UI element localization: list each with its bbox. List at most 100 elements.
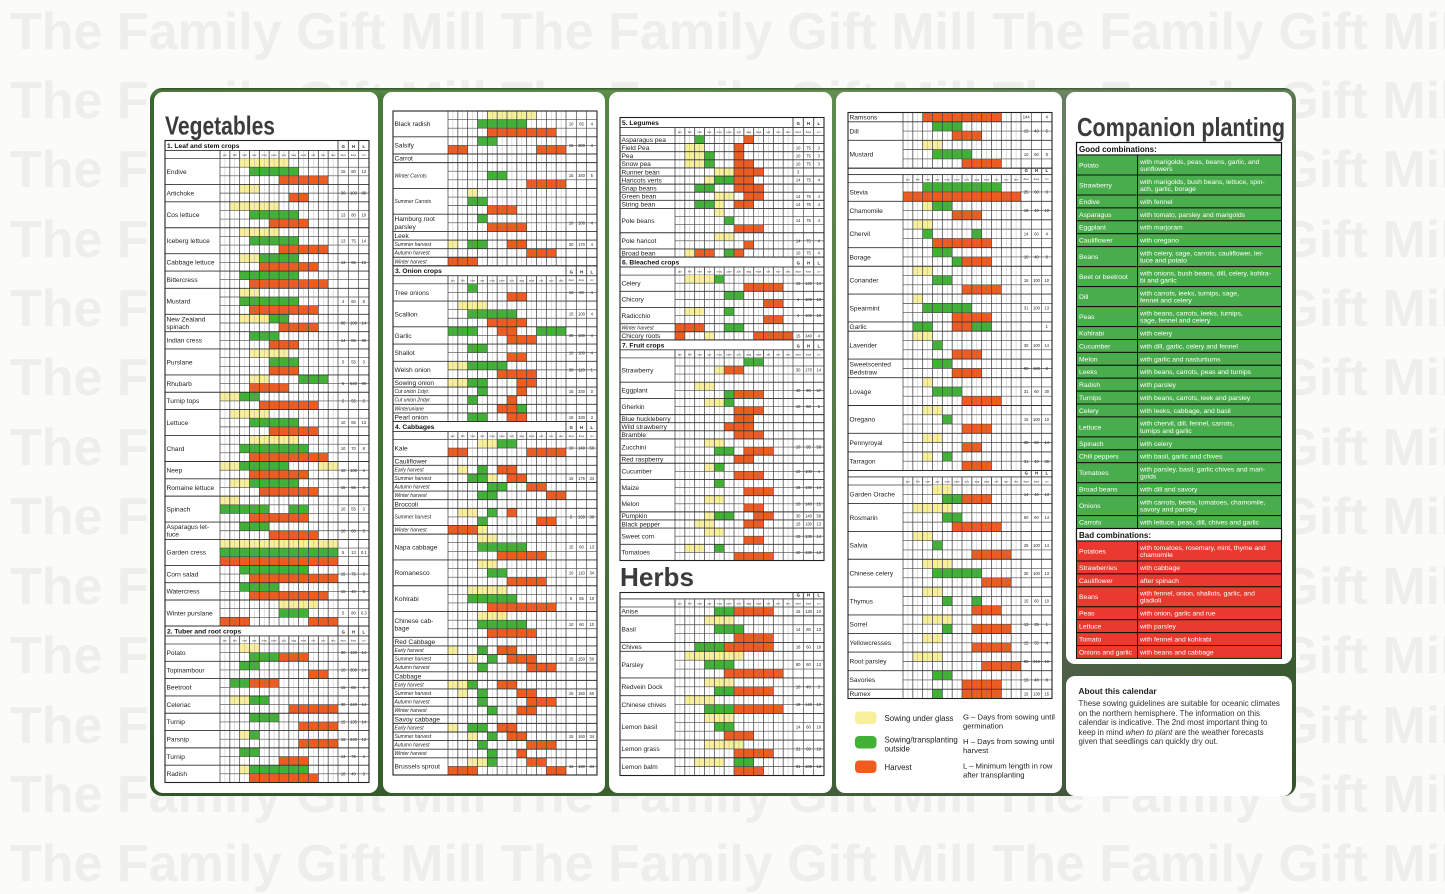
svg-text:Celery: Celery	[1079, 407, 1099, 414]
svg-text:with dill, garlic, celery and: with dill, garlic, celery and fennel	[1139, 343, 1238, 350]
svg-text:nov: nov	[776, 352, 781, 356]
svg-text:Savoy cabbage: Savoy cabbage	[394, 716, 440, 723]
svg-text:New Zealand: New Zealand	[166, 316, 205, 323]
svg-text:10: 10	[340, 506, 345, 511]
svg-text:10: 10	[361, 212, 366, 217]
svg-text:Black pepper: Black pepper	[622, 521, 661, 528]
svg-text:Topinambour: Topinambour	[166, 667, 205, 674]
svg-text:Rosmarin: Rosmarin	[850, 514, 879, 521]
svg-text:fennel and celery: fennel and celery	[1140, 297, 1192, 304]
svg-text:may: may	[717, 269, 723, 273]
svg-text:13: 13	[817, 550, 822, 555]
svg-text:Mustard: Mustard	[850, 151, 874, 158]
svg-text:germination: germination	[963, 721, 1003, 730]
svg-text:days: days	[795, 352, 801, 356]
svg-text:Chicory: Chicory	[622, 296, 645, 303]
svg-text:nov: nov	[1004, 177, 1009, 181]
svg-text:13: 13	[361, 260, 366, 265]
svg-text:4: 4	[590, 220, 593, 225]
svg-text:60: 60	[351, 528, 356, 533]
svg-text:55: 55	[1034, 640, 1039, 645]
svg-text:50: 50	[589, 445, 594, 450]
svg-text:14: 14	[361, 650, 366, 655]
svg-text:15: 15	[568, 690, 573, 695]
svg-text:nov: nov	[320, 153, 325, 157]
svg-text:10: 10	[796, 404, 801, 409]
svg-text:Early harvest: Early harvest	[394, 682, 424, 688]
svg-text:13: 13	[340, 238, 345, 243]
svg-text:Wild strawberry: Wild strawberry	[622, 424, 668, 431]
svg-text:Chervil: Chervil	[850, 231, 871, 238]
svg-text:Redvein Dock: Redvein Dock	[622, 684, 664, 691]
svg-text:july: july	[736, 352, 742, 356]
svg-text:days: days	[1034, 177, 1040, 181]
svg-text:with cabbage: with cabbage	[1139, 564, 1180, 571]
svg-text:13: 13	[361, 169, 366, 174]
svg-text:Turnip: Turnip	[166, 753, 185, 760]
svg-text:60: 60	[806, 404, 811, 409]
svg-text:with onions, bush beans, dill,: with onions, bush beans, dill, celery, k…	[1139, 270, 1271, 277]
svg-text:13: 13	[589, 544, 594, 549]
svg-text:aug: aug	[519, 278, 524, 282]
svg-text:String bean: String bean	[622, 201, 656, 208]
svg-text:14: 14	[796, 193, 801, 198]
svg-text:Beans: Beans	[1079, 254, 1099, 261]
svg-text:3: 3	[362, 506, 365, 511]
svg-text:with marjoram: with marjoram	[1139, 224, 1183, 231]
svg-text:100: 100	[805, 313, 813, 318]
svg-text:30: 30	[340, 190, 345, 195]
svg-text:300: 300	[578, 143, 586, 148]
svg-text:Potatoes: Potatoes	[1079, 548, 1106, 555]
svg-text:4: 4	[590, 333, 593, 338]
svg-text:Anise: Anise	[622, 608, 639, 615]
svg-text:35: 35	[1034, 621, 1039, 626]
svg-text:Carrot: Carrot	[394, 155, 412, 162]
svg-text:Scallion: Scallion	[394, 311, 417, 318]
svg-text:Summer harvest: Summer harvest	[394, 476, 431, 482]
svg-text:55: 55	[351, 398, 356, 403]
svg-text:8: 8	[1046, 677, 1049, 682]
svg-text:Winter harvest: Winter harvest	[622, 325, 655, 331]
svg-text:4: 4	[590, 121, 593, 126]
svg-text:Ramsons: Ramsons	[850, 114, 879, 121]
svg-text:jan: jan	[222, 153, 227, 157]
svg-text:Chamomile: Chamomile	[850, 207, 884, 214]
svg-text:30: 30	[796, 513, 801, 518]
svg-text:10: 10	[568, 570, 573, 575]
svg-text:5: 5	[342, 359, 345, 364]
svg-text:340: 340	[805, 333, 813, 338]
svg-text:with fennel, onion, shallots,: with fennel, onion, shallots, garlic, an…	[1139, 590, 1255, 597]
svg-text:Autumn harvest: Autumn harvest	[393, 484, 430, 490]
svg-text:with celery: with celery	[1139, 330, 1173, 337]
svg-text:60: 60	[806, 662, 811, 667]
svg-text:Winter harvest: Winter harvest	[394, 259, 427, 265]
svg-text:Tomato: Tomato	[1079, 636, 1102, 643]
svg-text:Watercress: Watercress	[166, 588, 200, 595]
svg-text:savory and parsley: savory and parsley	[1140, 506, 1198, 513]
svg-text:nov: nov	[1004, 479, 1009, 483]
svg-text:4: 4	[590, 290, 593, 295]
svg-text:4: 4	[818, 469, 821, 474]
svg-text:cm: cm	[1045, 178, 1048, 181]
svg-text:Early harvest: Early harvest	[394, 467, 424, 473]
svg-text:june: june	[498, 434, 505, 438]
svg-text:bage: bage	[394, 625, 409, 632]
svg-text:540: 540	[350, 381, 358, 386]
svg-text:H: H	[579, 269, 582, 274]
svg-text:Leeks: Leeks	[1079, 369, 1098, 376]
svg-text:Lettuce: Lettuce	[1079, 623, 1102, 630]
svg-text:70: 70	[351, 446, 356, 451]
svg-text:dec: dec	[786, 601, 791, 605]
svg-text:L: L	[818, 260, 821, 265]
svg-text:Herbs: Herbs	[620, 562, 694, 592]
svg-text:40: 40	[806, 684, 811, 689]
svg-text:aug: aug	[519, 434, 524, 438]
svg-text:1: 1	[590, 367, 593, 372]
svg-text:may: may	[489, 434, 495, 438]
svg-text:170: 170	[805, 367, 813, 372]
svg-text:135: 135	[350, 719, 358, 724]
svg-text:5: 5	[1046, 128, 1049, 133]
svg-text:gladioli: gladioli	[1140, 597, 1162, 604]
svg-text:4: 4	[342, 298, 345, 303]
svg-text:75: 75	[806, 153, 811, 158]
